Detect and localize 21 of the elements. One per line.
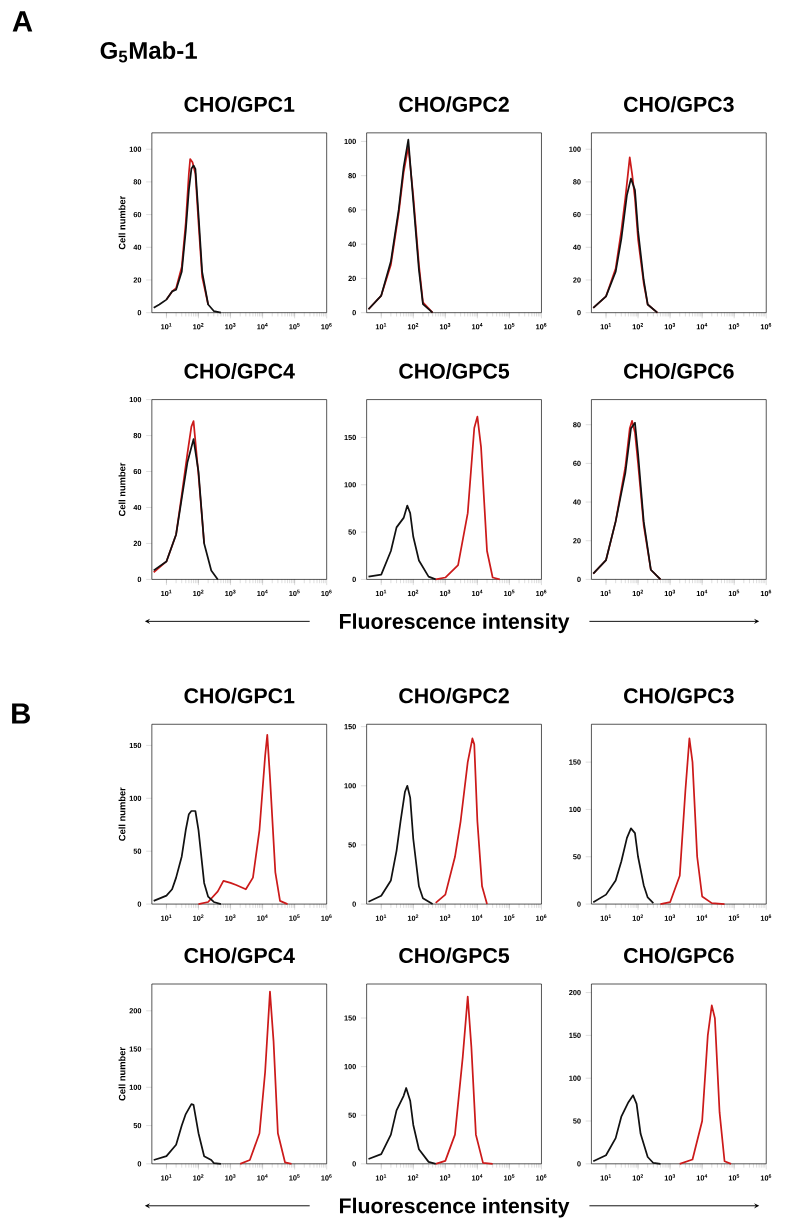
- y-axis-title: Cell number: [118, 787, 126, 841]
- chart-title: CHO/GPC4: [184, 947, 295, 964]
- chart-title: CHO/GPC5: [399, 363, 510, 379]
- text: G$_{5}$Mab-1: [100, 41, 197, 63]
- y-axis-title: Cell number: [118, 195, 126, 250]
- text: B: [12, 703, 30, 724]
- chart-title: CHO/GPC6: [623, 363, 734, 379]
- x-axis-title: Fluorescence intensity: [339, 1197, 570, 1218]
- chart-title: CHO/GPC1: [184, 96, 295, 113]
- chart-title: CHO/GPC5: [399, 947, 510, 964]
- chart-title: CHO/GPC6: [623, 947, 734, 964]
- chart-title: CHO/GPC2: [399, 687, 509, 704]
- y-axis-title: Cell number: [118, 462, 126, 517]
- text: A: [12, 11, 33, 32]
- chart-title: CHO/GPC3: [623, 687, 734, 704]
- chart-title: CHO/GPC1: [184, 687, 295, 704]
- y-axis-title: Cell number: [118, 1047, 126, 1101]
- chart-title: CHO/GPC4: [184, 363, 295, 379]
- x-axis-title: Fluorescence intensity: [339, 613, 570, 634]
- chart-title: CHO/GPC3: [623, 96, 734, 113]
- chart-title: CHO/GPC2: [399, 96, 509, 113]
